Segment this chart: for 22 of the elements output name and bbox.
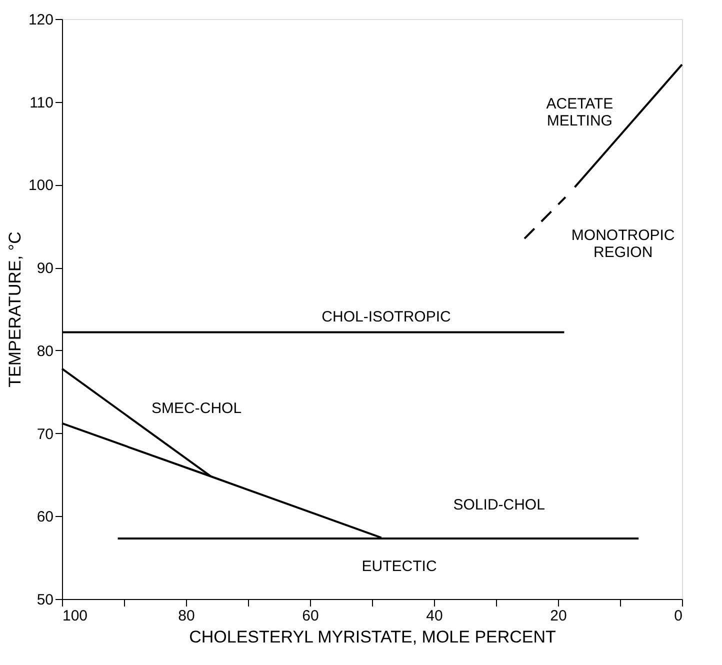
x-axis-title: CHOLESTERYL MYRISTATE, MOLE PERCENT: [189, 628, 556, 646]
y-tick-label: 100: [28, 177, 54, 194]
annotation: SMEC-CHOL: [152, 400, 242, 418]
annotation: SOLID-CHOL: [453, 496, 545, 514]
x-tick-label: 40: [426, 608, 443, 624]
x-tick-label: 100: [62, 608, 88, 624]
y-tick-label: 70: [36, 426, 54, 443]
y-axis-title: TEMPERATURE, °C: [5, 232, 24, 388]
y-tick-label: 120: [28, 12, 54, 28]
y-tick-label: 90: [36, 260, 54, 278]
x-tick-label: 20: [550, 608, 567, 624]
annotation: MONOTROPIC REGION: [571, 226, 675, 261]
annotation: CHOL-ISOTROPIC: [322, 308, 452, 326]
x-tick-label: 0: [674, 608, 682, 624]
y-tick-label: 110: [30, 94, 54, 112]
y-tick-label: 50: [36, 592, 54, 608]
annotation: EUTECTIC: [362, 558, 437, 575]
annotation: ACETATE MELTING: [546, 96, 614, 130]
y-tick-label: 80: [36, 342, 54, 360]
y-tick-label: 60: [36, 508, 54, 526]
x-tick-label: 80: [178, 608, 195, 624]
x-tick-label: 60: [302, 608, 319, 624]
